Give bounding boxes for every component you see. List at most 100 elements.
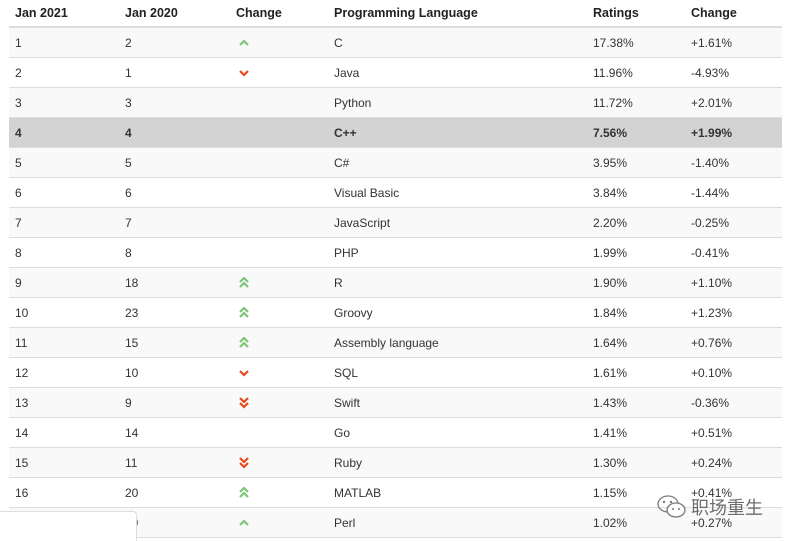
rating: 1.15%	[587, 477, 685, 508]
double-chevron-up-icon	[239, 486, 249, 498]
table-row: 15 11 Ruby 1.30% +0.24%	[9, 447, 782, 478]
rank-2020: 15	[119, 327, 230, 358]
rating-change: -1.40%	[685, 147, 782, 178]
rank-2020: 9	[119, 387, 230, 418]
change-indicator	[230, 417, 328, 448]
rank-2021: 12	[9, 357, 119, 388]
rating-change: +1.10%	[685, 267, 782, 298]
rank-2021: 11	[9, 327, 119, 358]
rank-2021: 10	[9, 297, 119, 328]
rating-change: +0.10%	[685, 357, 782, 388]
rating: 1.61%	[587, 357, 685, 388]
header-change-icon: Change	[230, 0, 328, 28]
table-row: 3 3 Python 11.72% +2.01%	[9, 87, 782, 118]
rating: 1.30%	[587, 447, 685, 478]
header-jan2021: Jan 2021	[9, 0, 119, 28]
chevron-up-icon	[239, 38, 249, 46]
change-indicator	[230, 147, 328, 178]
rank-2021: 8	[9, 237, 119, 268]
rank-2021: 7	[9, 207, 119, 238]
rating: 3.84%	[587, 177, 685, 208]
chevron-down-icon	[239, 369, 249, 377]
rating: 11.72%	[587, 87, 685, 118]
rank-2020: 3	[119, 87, 230, 118]
change-indicator	[230, 477, 328, 508]
table-row: 16 20 MATLAB 1.15% +0.41%	[9, 477, 782, 508]
change-indicator	[230, 387, 328, 418]
rating-change: +0.41%	[685, 477, 782, 508]
change-indicator	[230, 327, 328, 358]
rank-2020: 8	[119, 237, 230, 268]
header-language: Programming Language	[328, 0, 587, 28]
rank-2021: 3	[9, 87, 119, 118]
rating-change: +0.24%	[685, 447, 782, 478]
rating: 3.95%	[587, 147, 685, 178]
table-row: 4 4 C++ 7.56% +1.99%	[9, 117, 782, 148]
rank-2020: 6	[119, 177, 230, 208]
table-row: 2 1 Java 11.96% -4.93%	[9, 57, 782, 88]
language-name: PHP	[328, 237, 587, 268]
rank-2021: 5	[9, 147, 119, 178]
rank-2020: 11	[119, 447, 230, 478]
rating: 17.38%	[587, 27, 685, 58]
rank-2020: 2	[119, 27, 230, 58]
rank-2021: 2	[9, 57, 119, 88]
table-row: 13 9 Swift 1.43% -0.36%	[9, 387, 782, 418]
rank-2020: 5	[119, 147, 230, 178]
change-indicator	[230, 447, 328, 478]
language-name: Go	[328, 417, 587, 448]
language-name: Perl	[328, 507, 587, 538]
change-indicator	[230, 57, 328, 88]
table-row: 12 10 SQL 1.61% +0.10%	[9, 357, 782, 388]
change-indicator	[230, 357, 328, 388]
header-change: Change	[685, 0, 782, 28]
rank-2020: 1	[119, 57, 230, 88]
rating: 11.96%	[587, 57, 685, 88]
chevron-up-icon	[239, 518, 249, 526]
watermark-text: 职场重生	[691, 498, 763, 518]
rating-change: -0.41%	[685, 237, 782, 268]
rating: 1.64%	[587, 327, 685, 358]
double-chevron-up-icon	[239, 336, 249, 348]
language-name: Ruby	[328, 447, 587, 478]
rating-change: +0.76%	[685, 327, 782, 358]
rank-2020: 20	[119, 477, 230, 508]
rating-change: +0.27%	[685, 507, 782, 538]
rank-2021: 15	[9, 447, 119, 478]
change-indicator	[230, 117, 328, 148]
language-name: JavaScript	[328, 207, 587, 238]
rank-2021: 4	[9, 117, 119, 148]
rating: 1.99%	[587, 237, 685, 268]
rating: 1.41%	[587, 417, 685, 448]
table-row: 10 23 Groovy 1.84% +1.23%	[9, 297, 782, 328]
table-row: 11 15 Assembly language 1.64% +0.76%	[9, 327, 782, 358]
language-name: C	[328, 27, 587, 58]
rating: 1.84%	[587, 297, 685, 328]
table-row: 6 6 Visual Basic 3.84% -1.44%	[9, 177, 782, 208]
language-name: Python	[328, 87, 587, 118]
overlay-box	[0, 511, 137, 541]
rating-change: +2.01%	[685, 87, 782, 118]
double-chevron-up-icon	[239, 276, 249, 288]
rating-change: -1.44%	[685, 177, 782, 208]
language-name: C#	[328, 147, 587, 178]
header-row: Jan 2021 Jan 2020 Change Programming Lan…	[9, 0, 782, 28]
language-name: Groovy	[328, 297, 587, 328]
rank-2020: 14	[119, 417, 230, 448]
rating-change: -0.36%	[685, 387, 782, 418]
rank-2021: 1	[9, 27, 119, 58]
rank-2020: 10	[119, 357, 230, 388]
language-name: C++	[328, 117, 587, 148]
header-jan2020: Jan 2020	[119, 0, 230, 28]
change-indicator	[230, 27, 328, 58]
change-indicator	[230, 267, 328, 298]
rank-2021: 14	[9, 417, 119, 448]
rating: 7.56%	[587, 117, 685, 148]
double-chevron-down-icon	[239, 396, 249, 409]
rank-2020: 18	[119, 267, 230, 298]
change-indicator	[230, 237, 328, 268]
table-row: 9 18 R 1.90% +1.10%	[9, 267, 782, 298]
language-name: Swift	[328, 387, 587, 418]
rank-2020: 23	[119, 297, 230, 328]
rank-2021: 13	[9, 387, 119, 418]
